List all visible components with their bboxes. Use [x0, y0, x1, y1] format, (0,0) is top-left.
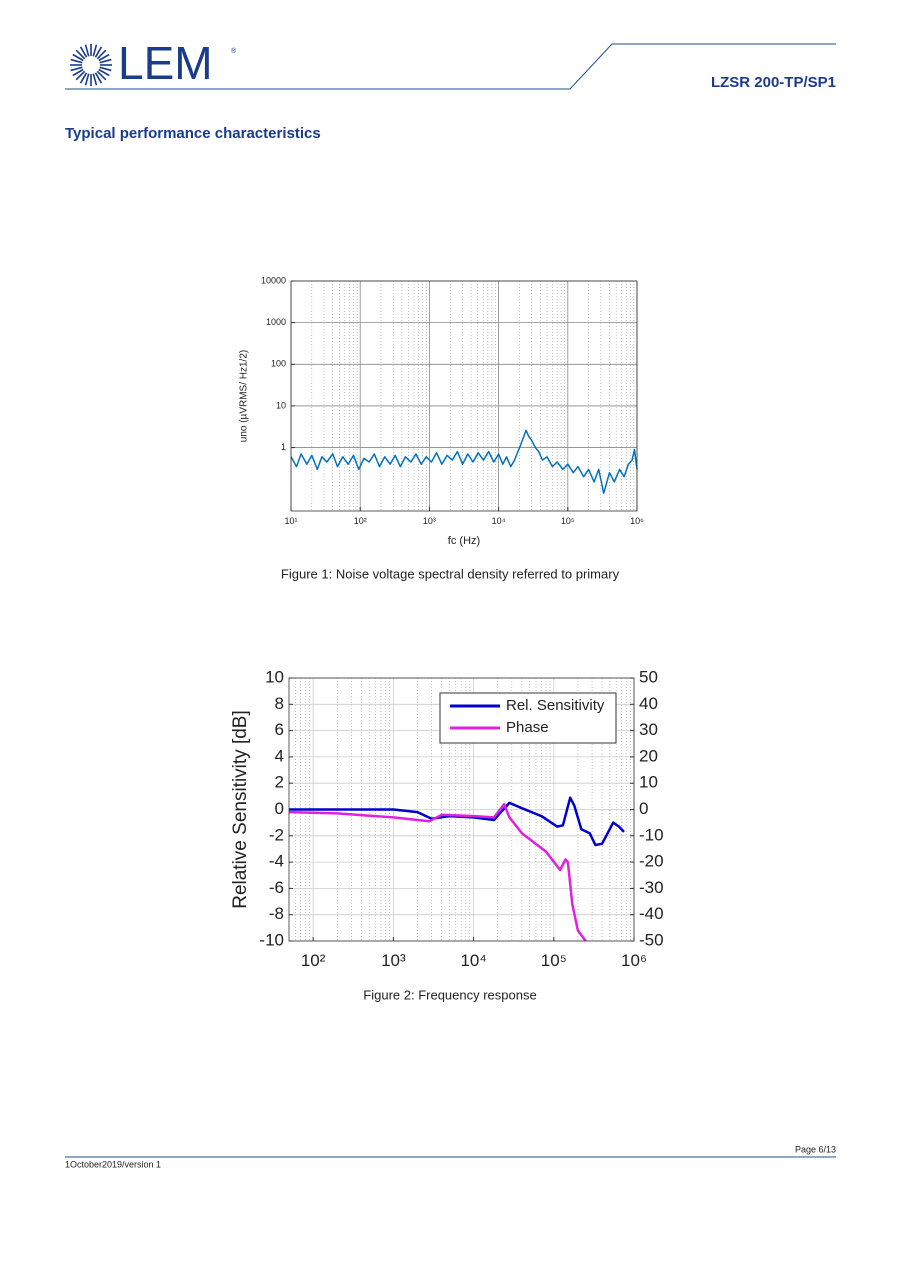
y-tick-label: -10	[259, 930, 284, 949]
y-tick-label: 0	[275, 799, 284, 818]
y-axis-label: uno (µVRMS/ Hz1/2)	[239, 350, 250, 442]
logo-ray	[84, 44, 90, 57]
y2-tick-label: -30	[639, 878, 664, 897]
y2-tick-label: 0	[639, 799, 648, 818]
series-line	[288, 802, 587, 942]
logo-ray	[92, 44, 98, 57]
logo-ray	[72, 68, 84, 77]
y-tick-label: 1	[281, 442, 286, 452]
y2-tick-label: -50	[639, 930, 664, 949]
logo-mark: ®	[231, 47, 237, 55]
logo-ray	[75, 70, 86, 81]
figure-caption: Figure 2: Frequency response	[363, 987, 536, 1002]
footer-date: 1October2019/version 1	[65, 1159, 161, 1169]
y-tick-label: 10	[276, 400, 286, 410]
logo-ray	[72, 53, 84, 62]
x-tick-label: 10³	[381, 951, 406, 970]
header-rule	[65, 43, 836, 90]
x-tick-label: 10³	[423, 516, 436, 526]
y2-tick-label: 10	[639, 773, 658, 792]
plot-area	[291, 281, 637, 511]
plot-frame	[290, 280, 638, 512]
y2-tick-label: 40	[639, 694, 658, 713]
logo-ray	[98, 53, 110, 62]
x-tick-label: 10¹	[284, 516, 297, 526]
logo-text: LEM	[118, 37, 213, 89]
logo-ray	[96, 49, 107, 60]
legend-label: Phase	[506, 719, 549, 736]
y-tick-label: -4	[269, 852, 284, 871]
logo-ray	[84, 73, 90, 86]
x-tick-label: 10²	[301, 951, 326, 970]
y-tick-label: 2	[275, 773, 284, 792]
logo-ray	[99, 66, 112, 72]
x-tick-label: 10⁴	[460, 951, 486, 970]
y-tick-label: 1000	[266, 317, 286, 327]
x-tick-label: 10⁶	[630, 516, 644, 526]
logo-ray	[79, 72, 88, 84]
figure-caption: Figure 1: Noise voltage spectral density…	[281, 566, 620, 581]
y-tick-label: -6	[269, 878, 284, 897]
series-line	[290, 429, 638, 495]
plot-frame	[288, 677, 635, 942]
logo-ray	[70, 58, 83, 64]
y-axis-label: Relative Sensitivity [dB]	[230, 710, 251, 909]
logo-ray	[96, 70, 107, 81]
y-tick-label: -8	[269, 904, 284, 923]
page-number: Page 6/13	[795, 1144, 836, 1154]
y-tick-label: 100	[271, 359, 286, 369]
logo-ray	[75, 49, 86, 60]
x-tick-label: 10²	[354, 516, 367, 526]
section-heading: Typical performance characteristics	[65, 125, 321, 142]
product-name: LZSR 200-TP/SP1	[711, 74, 836, 91]
logo-ray	[98, 68, 110, 77]
logo-ray	[92, 73, 98, 86]
x-axis-label: fc (Hz)	[448, 535, 480, 547]
logo-ray	[99, 58, 112, 64]
y-tick-label: -2	[269, 825, 284, 844]
y2-tick-label: 50	[639, 667, 658, 686]
y-tick-label: 8	[275, 694, 284, 713]
x-tick-label: 10⁵	[541, 951, 567, 970]
y-tick-label: 4	[275, 746, 284, 765]
legend-box	[439, 692, 617, 744]
series-line	[289, 796, 625, 847]
y-tick-label: 10000	[261, 275, 286, 285]
y2-tick-label: 20	[639, 746, 658, 765]
legend-label: Rel. Sensitivity	[506, 697, 605, 714]
logo	[70, 44, 112, 86]
y2-tick-label: -20	[639, 852, 664, 871]
y2-tick-label: -40	[639, 904, 664, 923]
y-tick-label: 10	[265, 667, 284, 686]
logo-ray	[94, 72, 103, 84]
x-tick-label: 10⁶	[621, 951, 647, 970]
logo-ray	[70, 66, 83, 72]
y-tick-label: 6	[275, 720, 284, 739]
y2-tick-label: -10	[639, 825, 664, 844]
x-tick-label: 10⁴	[492, 516, 506, 526]
x-tick-label: 10⁵	[561, 516, 575, 526]
logo-ray	[94, 46, 103, 58]
logo-ray	[79, 46, 88, 58]
y2-tick-label: 30	[639, 720, 658, 739]
